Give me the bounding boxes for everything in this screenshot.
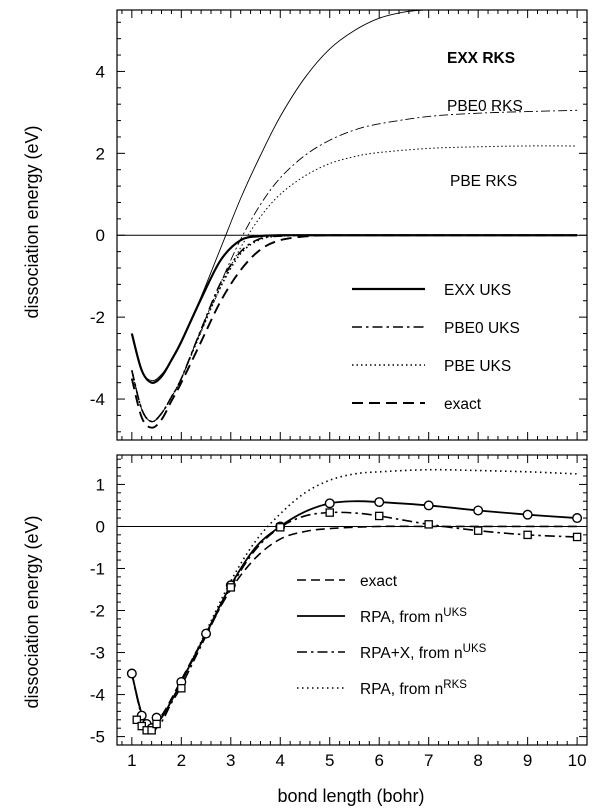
x-tick-label: 6 bbox=[374, 751, 383, 770]
y-axis-title-top: dissociation energy (eV) bbox=[22, 125, 42, 318]
square-marker-rpa-x-from-n-uks bbox=[473, 526, 483, 535]
circle-marker-rpa-from-n-uks bbox=[473, 505, 484, 516]
y-tick-label: 4 bbox=[96, 62, 105, 81]
curve-label-pbe-rks: PBE RKS bbox=[450, 173, 517, 190]
x-tick-label: 9 bbox=[523, 751, 532, 770]
bottom-panel: -5 -4 -3 -2 -1 0 1 1 2 3 4 5 6 7 8 9 10 exact RPA, from n… bbox=[90, 454, 588, 770]
x-tick-label: 5 bbox=[325, 751, 334, 770]
bottom-ticks bbox=[117, 455, 588, 746]
y-axis-title-bottom: dissociation energy (eV) bbox=[22, 515, 42, 708]
curve-label-pbe0-rks: PBE0 RKS bbox=[447, 98, 523, 115]
y-tick-label: -4 bbox=[90, 390, 105, 409]
bottom-markers bbox=[126, 497, 583, 735]
x-tick-label: 3 bbox=[226, 751, 235, 770]
bottom-curves bbox=[130, 468, 578, 732]
top-curves bbox=[130, 10, 578, 429]
square-marker-rpa-x-from-n-uks bbox=[276, 523, 285, 532]
y-tick-label: 1 bbox=[96, 475, 105, 494]
top-tick-labels: -4 -2 0 2 4 bbox=[90, 62, 105, 409]
top-plot-frame bbox=[116, 9, 588, 441]
square-marker-rpa-x-from-n-uks bbox=[226, 583, 236, 592]
legend-superscript: UKS bbox=[463, 643, 487, 655]
circle-marker-rpa-from-n-uks bbox=[522, 509, 533, 520]
square-marker-rpa-x-from-n-uks bbox=[132, 715, 142, 725]
circle-marker-rpa-from-n-uks bbox=[423, 500, 434, 511]
y-tick-label: 0 bbox=[96, 517, 105, 536]
y-tick-label: -5 bbox=[90, 728, 105, 747]
circle-marker-rpa-from-n-uks bbox=[572, 513, 583, 524]
series-line-rpa-from-n-rks bbox=[131, 468, 578, 727]
square-marker-rpa-x-from-n-uks bbox=[325, 508, 334, 517]
series-line-rpa-from-n-uks bbox=[130, 500, 578, 728]
x-tick-label: 7 bbox=[424, 751, 433, 770]
square-marker-rpa-x-from-n-uks bbox=[177, 684, 186, 693]
circle-marker-rpa-from-n-uks bbox=[201, 628, 212, 639]
x-tick-label: 1 bbox=[127, 751, 136, 770]
x-tick-label: 10 bbox=[568, 751, 587, 770]
top-ticks bbox=[117, 10, 588, 440]
circle-marker-rpa-from-n-uks bbox=[324, 498, 335, 509]
legend-label-rpa-from-n-uks: RPA, from nUKS bbox=[360, 607, 467, 626]
y-tick-label: -2 bbox=[90, 308, 105, 327]
circle-marker-rpa-from-n-uks bbox=[126, 668, 137, 679]
x-axis-title: bond length (bohr) bbox=[277, 786, 424, 806]
top-annotations: EXX RKS PBE0 RKS PBE RKS EXX UKS PBE0 UKS PBE… bbox=[352, 50, 523, 413]
y-tick-label: -1 bbox=[90, 559, 105, 578]
top-panel: -4 -2 0 2 4 EXX RKS PBE0 RKS PBE RKS EXX UKS PBE… bbox=[90, 9, 588, 441]
legend-label-pbe0-uks: PBE0 UKS bbox=[444, 320, 520, 337]
legend-label-exx-uks: EXX UKS bbox=[444, 282, 511, 299]
legend-label-rpa-x-from-n-uks: RPA+X, from nUKS bbox=[360, 643, 487, 662]
square-marker-rpa-x-from-n-uks bbox=[374, 511, 384, 521]
legend-superscript: UKS bbox=[443, 607, 467, 619]
legend-label-exact: exact bbox=[444, 396, 482, 413]
y-tick-label: 0 bbox=[96, 226, 105, 245]
legend-label-exact: exact bbox=[360, 573, 398, 590]
legend-label-pbe-uks: PBE UKS bbox=[444, 358, 511, 375]
square-marker-rpa-x-from-n-uks bbox=[152, 719, 161, 729]
y-tick-label: -2 bbox=[90, 602, 105, 621]
bottom-legend: exact RPA, from nUKS RPA+X, from nUKS RPA, … bbox=[297, 573, 487, 698]
y-tick-label: 2 bbox=[96, 144, 105, 163]
series-line-rpa-x-from-n-uks bbox=[131, 511, 578, 732]
y-tick-label: -3 bbox=[90, 644, 105, 663]
square-marker-rpa-x-from-n-uks bbox=[424, 520, 433, 529]
circle-marker-rpa-from-n-uks bbox=[374, 497, 385, 508]
legend-superscript: RKS bbox=[443, 679, 467, 691]
bottom-plot-frame bbox=[116, 454, 588, 746]
curve-label-exx-rks: EXX RKS bbox=[447, 50, 515, 67]
bottom-tick-labels: -5 -4 -3 -2 -1 0 1 1 2 3 4 5 6 7 8 9 10 bbox=[90, 475, 587, 770]
square-marker-rpa-x-from-n-uks bbox=[523, 530, 532, 540]
legend-label-rpa-from-n-rks: RPA, from nRKS bbox=[360, 679, 467, 698]
series-line-exx-rks bbox=[131, 10, 424, 382]
x-tick-label: 8 bbox=[473, 751, 482, 770]
square-marker-rpa-x-from-n-uks bbox=[572, 532, 582, 542]
square-marker-rpa-x-from-n-uks bbox=[147, 726, 156, 735]
series-line-exact bbox=[131, 525, 578, 725]
x-tick-label: 2 bbox=[177, 751, 186, 770]
x-tick-label: 4 bbox=[276, 751, 285, 770]
series-line-pbe-uks bbox=[131, 234, 578, 423]
y-tick-label: -4 bbox=[90, 686, 105, 705]
